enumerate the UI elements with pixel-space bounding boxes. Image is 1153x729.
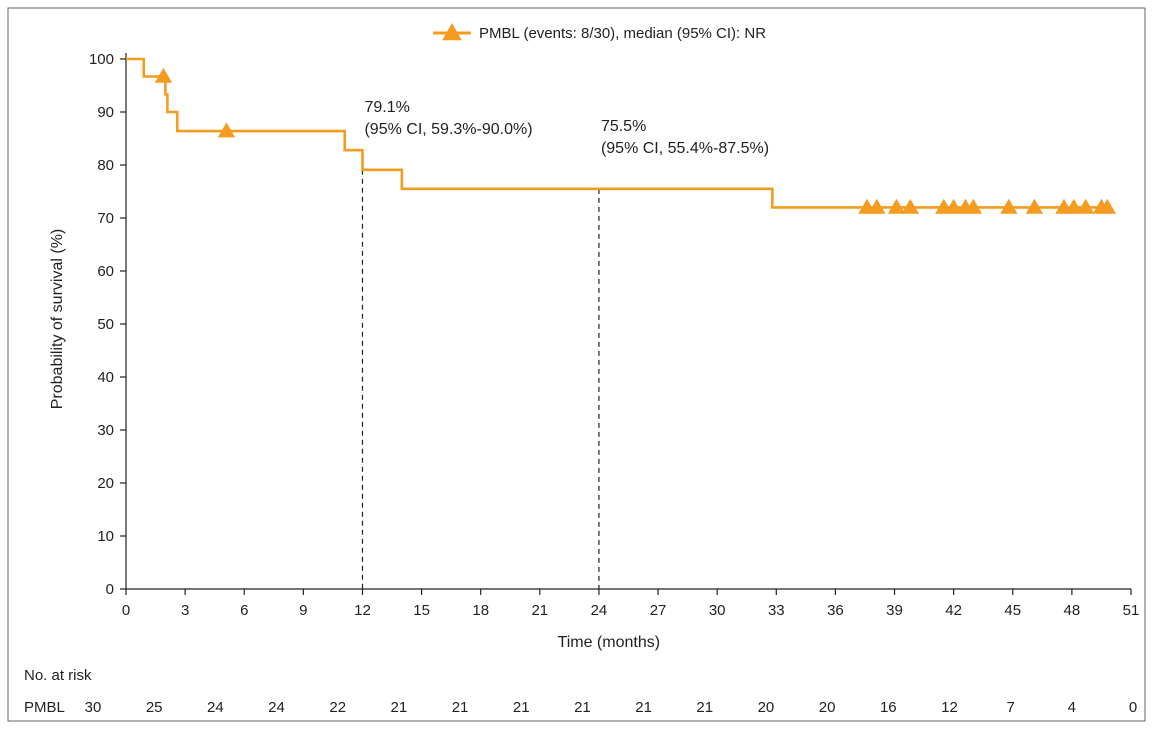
legend-label: PMBL (events: 8/30), median (95% CI): NR xyxy=(479,25,766,42)
risk-count: 21 xyxy=(696,699,713,716)
x-tick-label: 6 xyxy=(240,602,248,619)
censor-mark xyxy=(868,198,886,214)
x-tick-label: 39 xyxy=(886,602,903,619)
risk-count: 22 xyxy=(329,699,346,716)
x-tick-label: 9 xyxy=(299,602,307,619)
x-tick-label: 24 xyxy=(591,602,608,619)
censor-mark xyxy=(1076,198,1095,214)
risk-count: 12 xyxy=(941,699,958,716)
censor-mark xyxy=(1098,198,1117,214)
risk-count: 0 xyxy=(1129,699,1137,716)
y-tick-label: 30 xyxy=(97,422,114,439)
y-tick-label: 50 xyxy=(97,316,114,333)
x-axis-title: Time (months) xyxy=(558,634,661,651)
risk-table: No. at risk PMBL 30 25 24 24 22 21 21 21 21 21 21 20 2… xyxy=(24,667,1137,716)
x-tick-label: 42 xyxy=(945,602,962,619)
y-tick-label: 80 xyxy=(97,157,114,174)
annotation-ci: (95% CI, 59.3%-90.0%) xyxy=(364,121,532,138)
risk-count: 24 xyxy=(207,699,224,716)
annotation-ci: (95% CI, 55.4%-87.5%) xyxy=(601,140,769,157)
y-tick-label: 10 xyxy=(97,528,114,545)
annotation-estimate: 75.5% xyxy=(601,118,646,135)
risk-table-header: No. at risk xyxy=(24,667,92,684)
y-tick-label: 70 xyxy=(97,210,114,227)
risk-count: 16 xyxy=(880,699,897,716)
risk-count: 21 xyxy=(635,699,652,716)
x-tick-label: 51 xyxy=(1123,602,1140,619)
x-tick-label: 3 xyxy=(181,602,189,619)
risk-count: 30 xyxy=(85,699,102,716)
x-tick-label: 33 xyxy=(768,602,785,619)
x-tick-label: 45 xyxy=(1004,602,1021,619)
annotations: 79.1% (95% CI, 59.3%-90.0%) 75.5% (95% CI, … xyxy=(364,99,769,157)
x-tick-label: 15 xyxy=(413,602,430,619)
risk-count: 25 xyxy=(146,699,163,716)
risk-count: 4 xyxy=(1068,699,1076,716)
censor-mark xyxy=(1065,198,1083,214)
x-tick-label: 0 xyxy=(122,602,130,619)
y-tick-label: 0 xyxy=(106,581,114,598)
y-tick-label: 90 xyxy=(97,104,114,121)
risk-count: 21 xyxy=(452,699,469,716)
y-tick-label: 20 xyxy=(97,475,114,492)
x-tick-label: 12 xyxy=(354,602,371,619)
censor-mark xyxy=(887,198,906,214)
x-tick-label: 18 xyxy=(472,602,489,619)
y-tick-label: 100 xyxy=(89,51,114,68)
legend: PMBL (events: 8/30), median (95% CI): NR xyxy=(433,23,766,42)
risk-count: 20 xyxy=(819,699,836,716)
reference-lines xyxy=(361,169,600,589)
risk-count: 21 xyxy=(513,699,530,716)
x-tick-label: 48 xyxy=(1064,602,1081,619)
risk-row-label: PMBL xyxy=(24,699,65,716)
x-tick-label: 30 xyxy=(709,602,726,619)
risk-count: 21 xyxy=(574,699,591,716)
censor-mark xyxy=(1025,198,1044,214)
x-tick-label: 36 xyxy=(827,602,844,619)
legend-marker xyxy=(442,23,462,41)
censor-mark xyxy=(154,67,173,83)
censor-marks xyxy=(154,67,1117,214)
censor-mark xyxy=(217,122,236,138)
censor-mark xyxy=(901,198,919,214)
censor-mark xyxy=(1000,198,1018,214)
x-tick-label: 27 xyxy=(650,602,667,619)
censor-mark xyxy=(964,198,983,214)
risk-count: 21 xyxy=(391,699,408,716)
y-tick-label: 60 xyxy=(97,263,114,280)
figure-frame xyxy=(7,7,1146,722)
censor-mark xyxy=(944,198,963,214)
risk-count: 20 xyxy=(758,699,775,716)
x-tick-label: 21 xyxy=(531,602,548,619)
y-axis-title: Probability of survival (%) xyxy=(49,229,66,410)
annotation-estimate: 79.1% xyxy=(364,99,409,116)
y-tick-label: 40 xyxy=(97,369,114,386)
risk-count: 24 xyxy=(268,699,285,716)
risk-count: 7 xyxy=(1006,699,1014,716)
